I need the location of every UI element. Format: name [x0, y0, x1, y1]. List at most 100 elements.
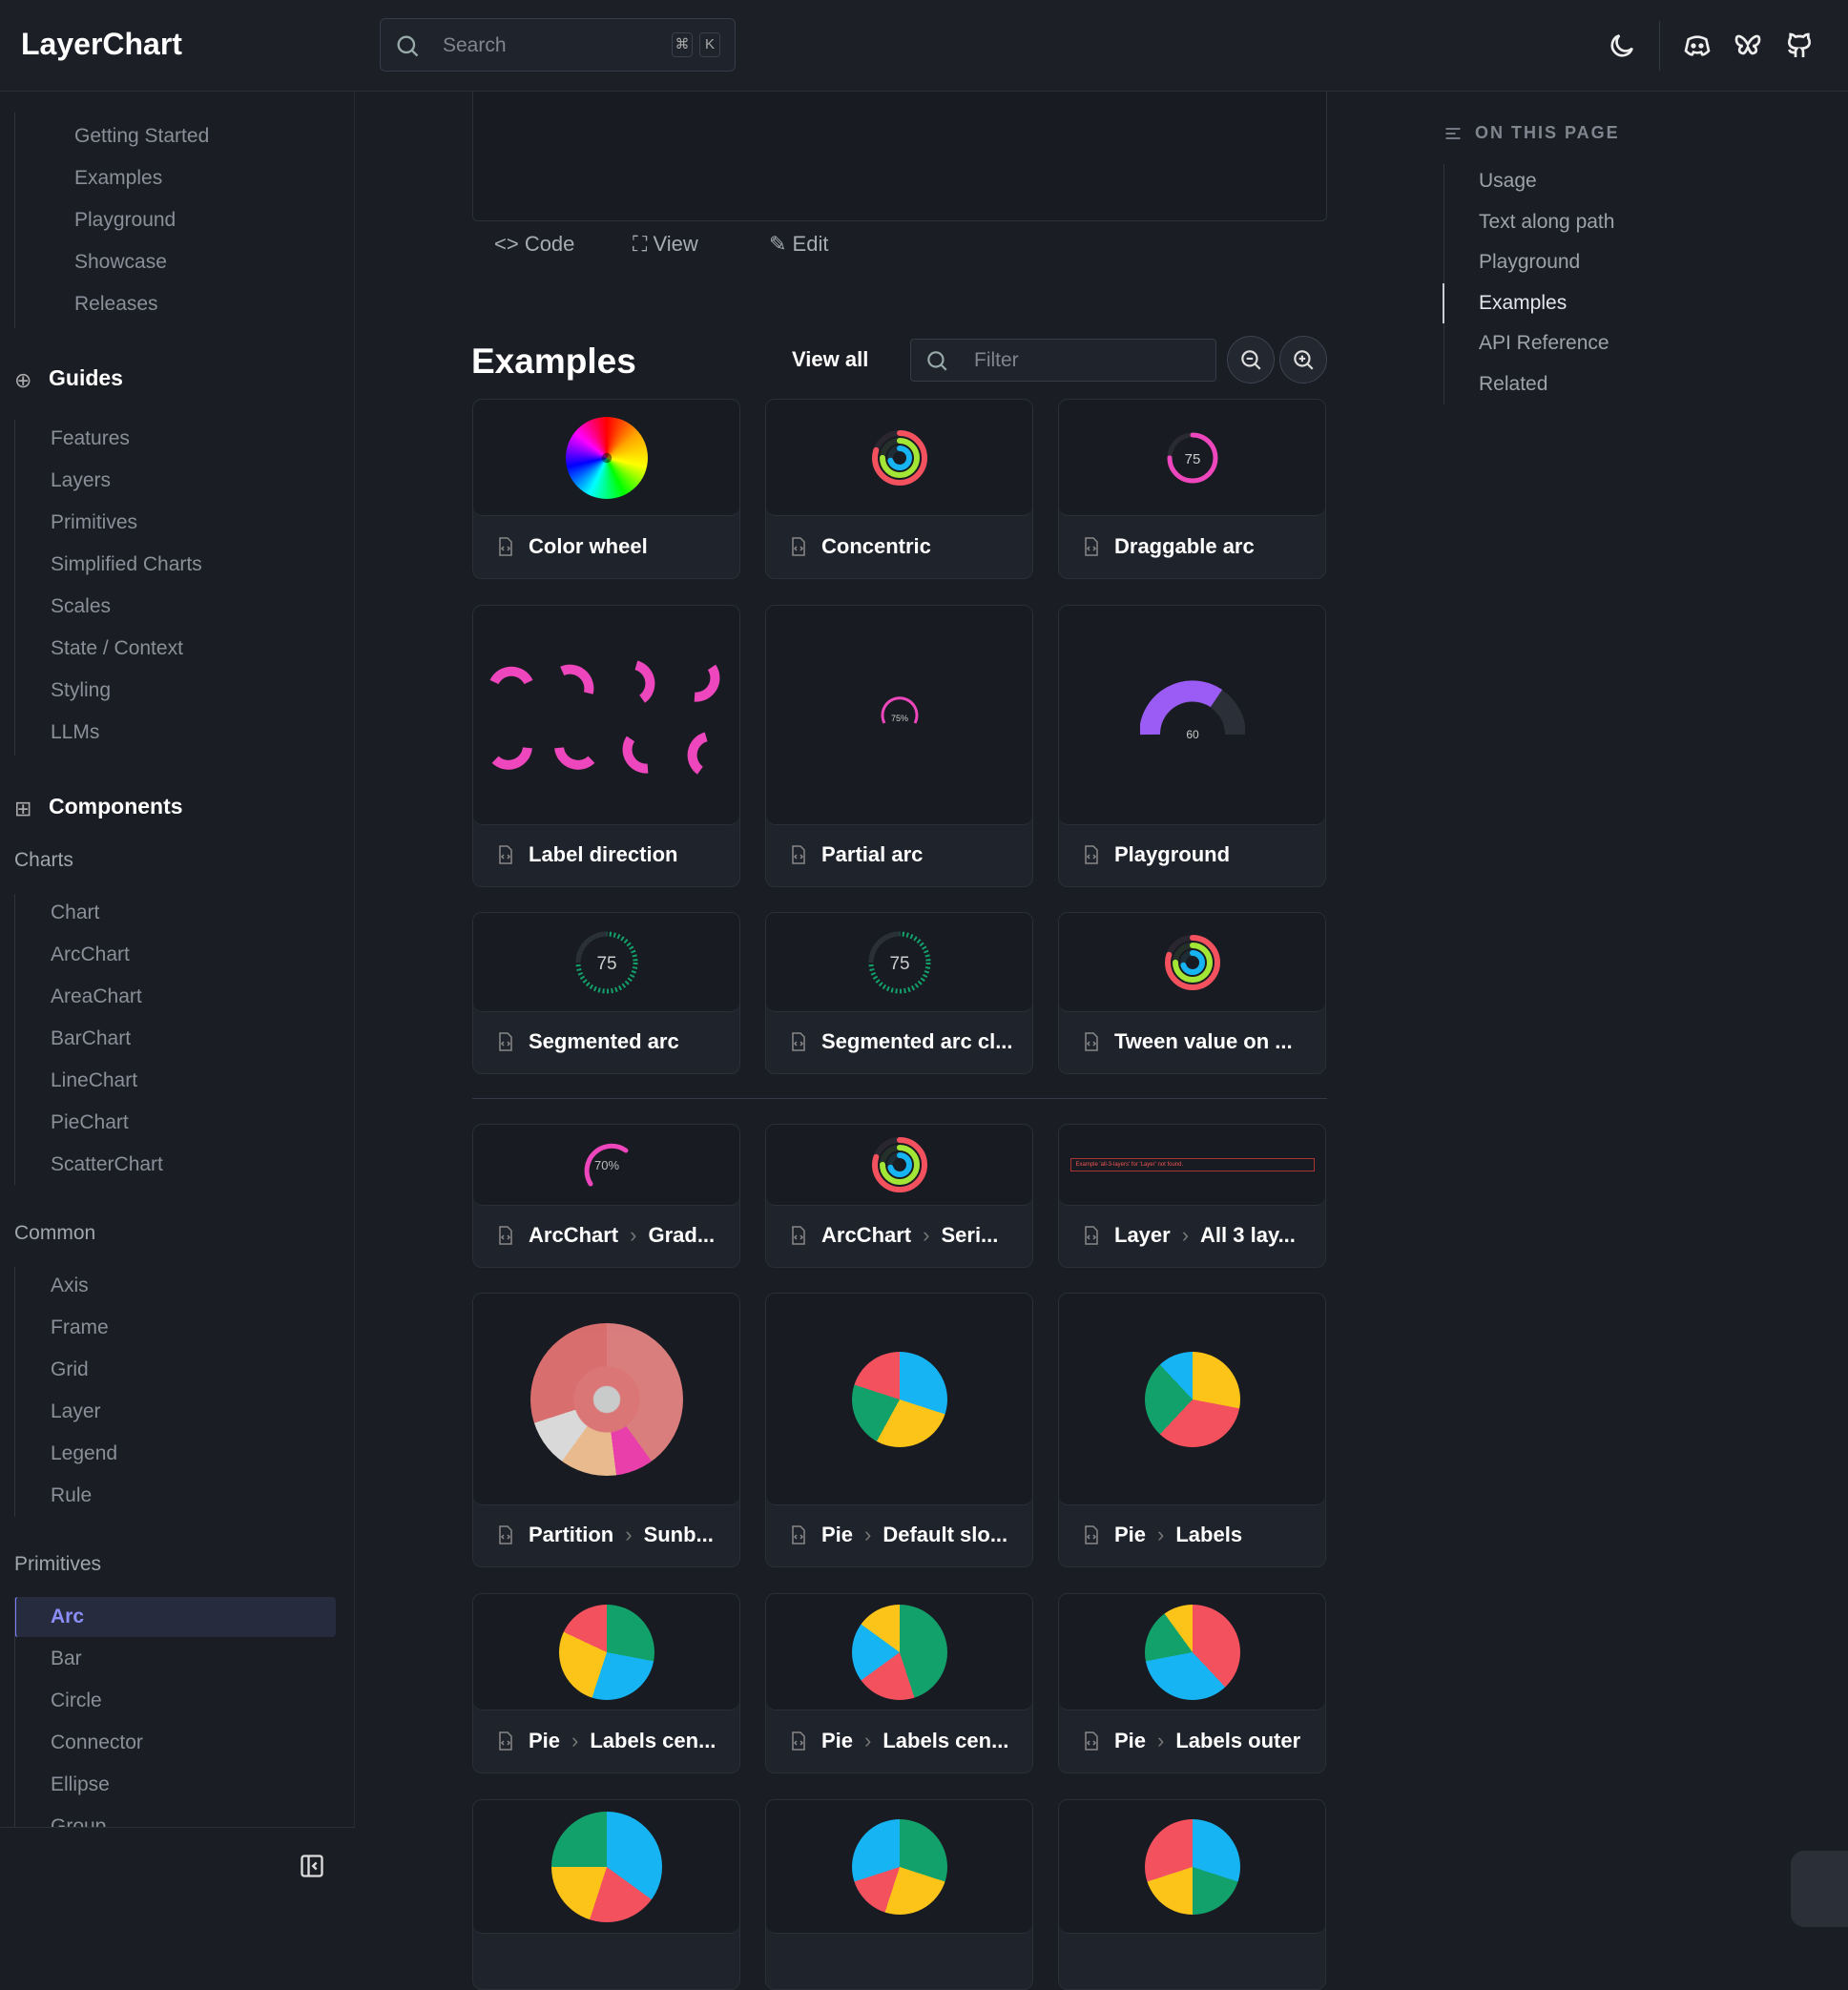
sidebar-subheading-primitives: Primitives — [14, 1553, 102, 1575]
code-button[interactable]: <> Code — [494, 232, 574, 257]
example-label: Layer › All 3 lay... — [1080, 1223, 1296, 1248]
examples-divider — [472, 1098, 1327, 1099]
chevron-right-icon: › — [1157, 1523, 1165, 1546]
sidebar-item-frame[interactable]: Frame — [51, 1316, 109, 1338]
bluesky-icon[interactable] — [1733, 31, 1763, 61]
zoom-in-icon — [1294, 350, 1314, 370]
example-preview: 75 — [1059, 400, 1325, 516]
examples-heading: Examples — [471, 342, 636, 381]
sidebar-item-layers[interactable]: Layers — [51, 469, 112, 491]
example-card[interactable]: Pie › Labels — [1058, 1293, 1326, 1567]
sidebar-item-areachart[interactable]: AreaChart — [51, 985, 142, 1007]
preview-graphic: 75 — [575, 931, 637, 993]
example-card[interactable]: 75 Draggable arc — [1058, 399, 1326, 579]
toc-item-related[interactable]: Related — [1479, 372, 1548, 395]
file-code-icon — [1085, 845, 1098, 864]
sidebar-item-playground[interactable]: Playground — [74, 209, 176, 231]
sidebar-item-rule[interactable]: Rule — [51, 1484, 93, 1506]
preview-graphic: 75% — [881, 695, 918, 724]
sidebar-active-highlight — [14, 1597, 336, 1637]
sidebar-item-barchart[interactable]: BarChart — [51, 1027, 132, 1049]
example-label: Pie › Labels outer — [1080, 1729, 1300, 1753]
pie-chart-graphic — [851, 1818, 947, 1915]
sidebar-item-examples[interactable]: Examples — [74, 167, 163, 189]
toc-item-playground[interactable]: Playground — [1479, 251, 1581, 273]
sidebar-item-getting-started[interactable]: Getting Started — [74, 125, 210, 147]
example-card[interactable]: Pie › Labels cen... — [765, 1593, 1033, 1773]
sidebar-item-arc[interactable]: Arc — [51, 1606, 85, 1627]
sidebar-item-ellipse[interactable]: Ellipse — [51, 1773, 110, 1795]
example-label: Playground — [1080, 842, 1230, 867]
floating-widget[interactable] — [1791, 1851, 1848, 1927]
sidebar-item-piechart[interactable]: PieChart — [51, 1111, 129, 1133]
example-title: Labels outer — [1175, 1729, 1301, 1752]
zoom-out-button[interactable] — [1227, 336, 1275, 383]
filter-input[interactable]: Filter — [910, 339, 1216, 382]
example-preview — [766, 1594, 1032, 1710]
file-code-icon — [1085, 1226, 1098, 1245]
example-card[interactable] — [472, 1799, 740, 1990]
edit-label: Edit — [792, 232, 829, 256]
edit-button[interactable]: ✎ Edit — [769, 232, 828, 257]
sidebar-item-scatterchart[interactable]: ScatterChart — [51, 1153, 163, 1175]
toc-item-usage[interactable]: Usage — [1479, 170, 1537, 192]
example-card[interactable] — [1058, 1799, 1326, 1990]
example-card[interactable]: Label direction — [472, 605, 740, 887]
sidebar-item-features[interactable]: Features — [51, 427, 130, 449]
example-card[interactable]: 75% Partial arc — [765, 605, 1033, 887]
example-title: Segmented arc — [529, 1029, 679, 1053]
file-code-icon — [499, 1731, 512, 1751]
search-input[interactable]: Search ⌘ K — [380, 18, 736, 72]
discord-icon[interactable] — [1682, 31, 1713, 61]
sidebar-item-llms[interactable]: LLMs — [51, 721, 100, 743]
sidebar-item-layer[interactable]: Layer — [51, 1400, 101, 1422]
sidebar-item-axis[interactable]: Axis — [51, 1275, 89, 1296]
example-label: Concentric — [787, 534, 931, 559]
example-card[interactable]: 70% ArcChart › Grad... — [472, 1124, 740, 1268]
sidebar-item-styling[interactable]: Styling — [51, 679, 112, 701]
moon-icon[interactable] — [1607, 31, 1637, 61]
toc-item-text-along-path[interactable]: Text along path — [1479, 210, 1615, 233]
sidebar-item-circle[interactable]: Circle — [51, 1689, 102, 1711]
sidebar-item-connector[interactable]: Connector — [51, 1731, 143, 1753]
sidebar-item-chart[interactable]: Chart — [51, 902, 100, 923]
example-card[interactable]: Color wheel — [472, 399, 740, 579]
example-card[interactable]: 75 Segmented arc cl... — [765, 912, 1033, 1074]
sidebar-item-state-context[interactable]: State / Context — [51, 637, 183, 659]
view-button[interactable]: ⛶ View — [633, 232, 698, 257]
github-icon[interactable] — [1784, 31, 1815, 61]
example-card[interactable]: Tween value on ... — [1058, 912, 1326, 1074]
toc-item-examples[interactable]: Examples — [1479, 291, 1568, 314]
example-card[interactable]: ArcChart › Seri... — [765, 1124, 1033, 1268]
sidebar-item-arcchart[interactable]: ArcChart — [51, 943, 130, 965]
example-title: Partial arc — [821, 842, 924, 866]
example-card[interactable]: Concentric — [765, 399, 1033, 579]
example-card[interactable]: Pie › Default slo... — [765, 1293, 1033, 1567]
example-label: Partial arc — [787, 842, 923, 867]
example-card[interactable]: Partition › Sunb... — [472, 1293, 740, 1567]
sidebar-item-legend[interactable]: Legend — [51, 1442, 118, 1464]
toc-item-api-reference[interactable]: API Reference — [1479, 332, 1609, 354]
view-all-link[interactable]: View all — [792, 347, 869, 371]
example-card[interactable]: Pie › Labels cen... — [472, 1593, 740, 1773]
sidebar-item-bar[interactable]: Bar — [51, 1648, 82, 1669]
example-card[interactable]: 75 Segmented arc — [472, 912, 740, 1074]
example-card[interactable]: Pie › Labels outer — [1058, 1593, 1326, 1773]
example-title: All 3 lay... — [1200, 1223, 1296, 1247]
sidebar-item-linechart[interactable]: LineChart — [51, 1069, 138, 1091]
sidebar-item-releases[interactable]: Releases — [74, 293, 158, 315]
error-message: Example 'all-3-layers' for 'Layer' not f… — [1069, 1158, 1315, 1171]
sidebar-item-showcase[interactable]: Showcase — [74, 251, 167, 273]
sidebar-item-scales[interactable]: Scales — [51, 595, 112, 617]
example-card[interactable] — [765, 1799, 1033, 1990]
svg-text:75: 75 — [1184, 451, 1200, 467]
example-card[interactable]: Example 'all-3-layers' for 'Layer' not f… — [1058, 1124, 1326, 1268]
collapse-sidebar-icon[interactable] — [299, 1853, 325, 1879]
zoom-in-button[interactable] — [1279, 336, 1327, 383]
logo[interactable]: LayerChart — [21, 27, 182, 61]
sidebar-item-simplified-charts[interactable]: Simplified Charts — [51, 553, 202, 575]
toc-active-indicator — [1443, 283, 1444, 323]
sidebar-item-primitives[interactable]: Primitives — [51, 511, 138, 533]
sidebar-item-grid[interactable]: Grid — [51, 1358, 89, 1380]
example-card[interactable]: 60 Playground — [1058, 605, 1326, 887]
